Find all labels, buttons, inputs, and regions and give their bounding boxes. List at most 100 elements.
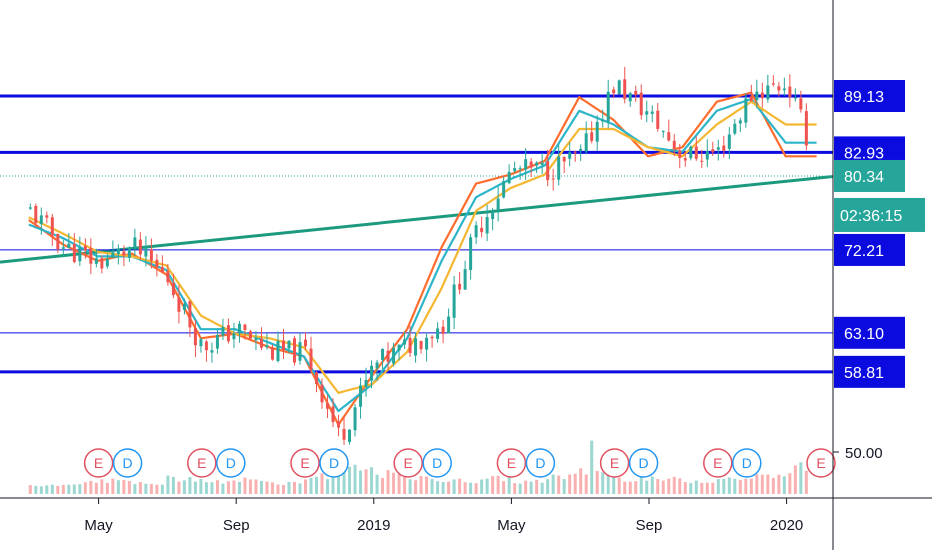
candle-body (419, 340, 423, 350)
candle-body (254, 337, 258, 341)
volume-bar (419, 475, 423, 494)
earnings-marker[interactable]: E (599, 448, 630, 478)
volume-bar (254, 479, 258, 494)
dividend-label: D (329, 455, 339, 471)
volume-bar (408, 479, 412, 494)
candle-body (535, 162, 539, 166)
volume-bar (210, 482, 214, 494)
candle-body (353, 407, 357, 431)
price-label-58.81-box (834, 355, 905, 388)
candle-body (540, 162, 544, 165)
candle-body (105, 258, 109, 267)
dividend-marker[interactable]: D (112, 448, 143, 478)
candle-body (281, 340, 285, 350)
candle-body (243, 324, 247, 330)
earnings-marker[interactable]: E (703, 448, 733, 478)
volume-bar (727, 477, 731, 494)
candle-body (386, 350, 390, 362)
dividend-marker[interactable]: D (422, 448, 452, 478)
volume-bar (485, 478, 489, 494)
earnings-circle (806, 448, 836, 478)
candle-body (601, 119, 605, 122)
volume-bar (606, 473, 610, 494)
price-label-89.13[interactable]: 89.13 (834, 80, 905, 112)
candle-body (193, 328, 197, 346)
dividend-marker[interactable]: D (525, 448, 556, 478)
volume-bar (298, 483, 302, 494)
candle-body (94, 258, 98, 264)
candle-body (67, 243, 71, 248)
volume-bar (628, 481, 632, 494)
candle-body (403, 339, 407, 345)
current-price-label[interactable]: 80.34 (834, 159, 905, 192)
candle-body (678, 150, 682, 158)
x-tick-label: Sep (636, 517, 663, 534)
candle-body (425, 337, 429, 350)
volume-bar (270, 482, 274, 494)
volume-bar (480, 479, 484, 494)
earnings-label: E (816, 455, 825, 471)
volume-bar (259, 481, 263, 494)
candle-body (177, 297, 181, 312)
candle-body (562, 156, 566, 162)
volume-bar (248, 479, 252, 494)
dividend-circle (422, 448, 452, 478)
candle-body (793, 97, 797, 99)
dividend-marker[interactable]: D (319, 448, 349, 478)
volume-bar (348, 466, 352, 494)
trendline[interactable] (0, 174, 834, 264)
candle-body (414, 338, 418, 356)
price-level-labels[interactable]: 89.13 82.93 72.21 63.10 58.81 80.34 02:36:15 (834, 80, 925, 388)
candle-body (326, 403, 330, 409)
candle-body (568, 152, 572, 159)
candle-body (507, 171, 511, 184)
candle-body (138, 239, 142, 255)
dividend-marker[interactable]: D (628, 448, 659, 478)
horizontal-levels[interactable] (0, 94, 833, 374)
volume-bar (612, 471, 616, 494)
volume-bar (133, 484, 137, 494)
volume-bar (232, 480, 236, 494)
x-tick-label: May (84, 517, 113, 534)
candle-body (727, 134, 731, 149)
volume-bar (782, 476, 786, 494)
earnings-marker[interactable]: E (83, 448, 114, 478)
volume-bar (661, 480, 665, 494)
countdown-text: 02:36:15 (840, 208, 902, 225)
candle-body (292, 338, 296, 363)
dividend-circle (732, 448, 762, 478)
candle-body (392, 348, 396, 364)
price-label-58.81[interactable]: 58.81 (834, 355, 905, 388)
earnings-marker[interactable]: E (187, 448, 217, 478)
candle-body (309, 348, 313, 371)
volume-bar (50, 484, 54, 494)
volume-bar (634, 481, 638, 494)
candle-body (397, 344, 401, 351)
price-label-72.21[interactable]: 72.21 (834, 233, 905, 266)
earnings-marker[interactable]: E (290, 448, 320, 478)
x-tick-label: May (497, 517, 526, 534)
candle-body (546, 161, 550, 181)
volume-bar (397, 473, 401, 494)
price-label-63.10[interactable]: 63.10 (834, 316, 905, 349)
candle-body (755, 91, 759, 101)
volume-bar (182, 480, 186, 494)
candle-body (441, 326, 445, 334)
earnings-marker[interactable]: E (496, 448, 527, 478)
x-tick-label: Sep (223, 517, 250, 534)
trendline-layer[interactable] (0, 174, 834, 264)
earnings-marker[interactable]: E (806, 448, 836, 478)
dividend-marker[interactable]: D (732, 448, 762, 478)
candle-body (771, 83, 775, 85)
volume-bar (83, 482, 87, 494)
candle-body (650, 111, 654, 114)
earnings-marker[interactable]: E (393, 448, 423, 478)
candle-body (359, 385, 363, 407)
volume-bar (414, 480, 418, 494)
volume-bar (755, 474, 759, 494)
dividend-marker[interactable]: D (216, 448, 246, 478)
candle-body (656, 110, 660, 129)
